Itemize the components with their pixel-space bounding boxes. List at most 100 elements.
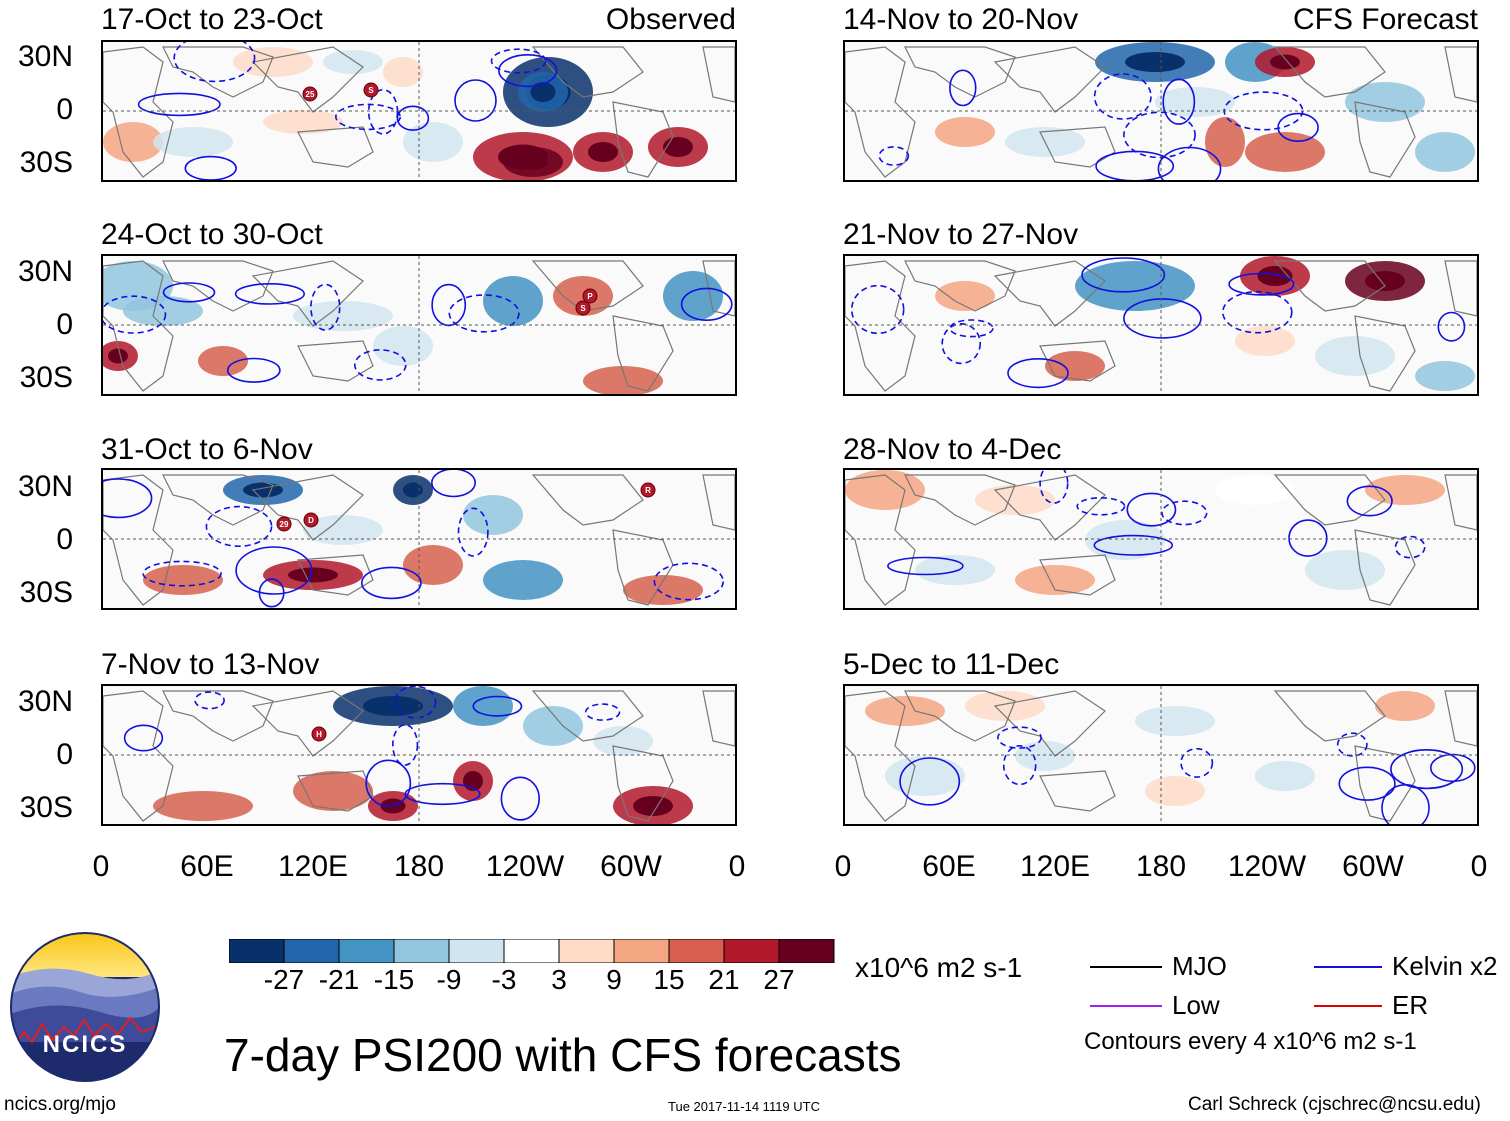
coastline bbox=[1273, 46, 1386, 98]
colorbar-swatch bbox=[229, 939, 285, 963]
psi-anomaly-core bbox=[1270, 54, 1300, 70]
psi-anomaly-shading bbox=[935, 281, 995, 311]
colorbar-tick-label: -9 bbox=[436, 964, 462, 995]
map-panel-6 bbox=[843, 254, 1479, 396]
map-canvas: 29 D R bbox=[103, 470, 735, 608]
storm-marker-label: P bbox=[587, 292, 593, 301]
coastline bbox=[1354, 101, 1416, 178]
footer-url[interactable]: ncics.org/mjo bbox=[4, 1094, 116, 1115]
legend-line-mjo bbox=[1090, 966, 1162, 968]
panel-title-7: 28-Nov to 4-Dec bbox=[843, 433, 1062, 466]
kelvin-contour bbox=[448, 294, 520, 333]
psi-anomaly-shading bbox=[403, 122, 463, 162]
coastline bbox=[1273, 690, 1386, 742]
psi-anomaly-shading bbox=[975, 485, 1055, 515]
kelvin-contour bbox=[258, 578, 285, 608]
lon-label: 60E bbox=[180, 850, 234, 883]
kelvin-contour bbox=[1277, 112, 1319, 142]
psi-anomaly-shading bbox=[373, 326, 433, 366]
colorbar-tick-label: 15 bbox=[653, 964, 685, 995]
psi-anomaly-shading bbox=[885, 756, 965, 796]
colorbar bbox=[229, 939, 835, 963]
kelvin-contour bbox=[360, 566, 422, 600]
psi-anomaly-shading bbox=[453, 686, 513, 726]
kelvin-contour bbox=[1123, 298, 1202, 339]
psi-anomaly-shading bbox=[1145, 776, 1205, 806]
lat-label-30n: 30N bbox=[17, 470, 73, 503]
psi-anomaly-shading bbox=[623, 575, 703, 605]
coastline bbox=[1039, 126, 1116, 168]
storm-marker: S bbox=[575, 300, 591, 316]
ncics-logo: NCICS bbox=[10, 932, 160, 1082]
lat-label-eq: 0 bbox=[56, 738, 73, 771]
psi-anomaly-shading bbox=[1045, 351, 1105, 381]
coastline bbox=[1444, 690, 1477, 747]
map-panel-1: 25 S bbox=[101, 40, 737, 182]
colorbar-swatch bbox=[613, 939, 670, 963]
kelvin-contour bbox=[162, 282, 216, 303]
kelvin-contour bbox=[887, 556, 964, 576]
storm-marker-label: S bbox=[368, 86, 374, 95]
kelvin-contour bbox=[1007, 357, 1069, 389]
coastline bbox=[531, 474, 644, 526]
psi-anomaly-shading bbox=[663, 271, 723, 321]
psi-anomaly-shading bbox=[593, 726, 653, 756]
storm-marker: R bbox=[640, 482, 656, 498]
kelvin-contour bbox=[396, 105, 430, 131]
storm-marker: H bbox=[311, 726, 327, 742]
lat-label-eq: 0 bbox=[56, 93, 73, 126]
kelvin-contour bbox=[335, 103, 402, 131]
coastline bbox=[1444, 474, 1477, 531]
psi-anomaly-shading bbox=[1305, 550, 1385, 590]
kelvin-contour bbox=[235, 546, 313, 595]
coastline bbox=[1354, 529, 1416, 606]
coastline bbox=[904, 260, 1016, 312]
storm-marker-label: H bbox=[316, 730, 322, 739]
contour-note: Contours every 4 x10^6 m2 s-1 bbox=[1084, 1028, 1417, 1055]
kelvin-contour bbox=[680, 287, 733, 322]
kelvin-contour bbox=[1123, 111, 1196, 159]
colorbar-swatch bbox=[723, 939, 780, 963]
kelvin-contour bbox=[103, 295, 167, 334]
lat-label-30n: 30N bbox=[17, 40, 73, 73]
psi-anomaly-core bbox=[1365, 271, 1405, 291]
kelvin-contour bbox=[394, 686, 437, 719]
psi-anomaly-shading bbox=[1365, 475, 1445, 505]
map-canvas: PS bbox=[103, 256, 735, 394]
kelvin-contour bbox=[1221, 290, 1293, 334]
kelvin-contour bbox=[1095, 150, 1175, 180]
psi-anomaly-shading bbox=[403, 545, 463, 585]
coastline bbox=[904, 690, 1016, 742]
map-canvas: H bbox=[103, 686, 735, 824]
lat-label-30s: 30S bbox=[19, 576, 73, 609]
psi-anomaly-core bbox=[588, 142, 618, 162]
storm-marker-label: 29 bbox=[280, 520, 289, 529]
lon-label: 180 bbox=[393, 850, 445, 883]
storm-marker-label: 25 bbox=[306, 90, 315, 99]
psi-anomaly-shading bbox=[383, 57, 423, 87]
kelvin-contour bbox=[850, 284, 905, 335]
colorbar-units: x10^6 m2 s-1 bbox=[855, 952, 1023, 983]
kelvin-contour bbox=[1338, 766, 1396, 801]
psi-anomaly-core bbox=[243, 482, 283, 498]
coastline bbox=[845, 260, 916, 392]
storm-marker: 29 bbox=[276, 516, 292, 532]
lon-label: 120W bbox=[1227, 850, 1307, 883]
colorbar-tick-label: -15 bbox=[373, 964, 415, 995]
kelvin-contour bbox=[472, 695, 523, 717]
coastline bbox=[103, 260, 174, 392]
panel-title-1: 17-Oct to 23-Oct bbox=[101, 3, 323, 36]
psi-anomaly-shading bbox=[1235, 326, 1295, 356]
storm-marker-label: D bbox=[308, 516, 314, 525]
storm-marker: P bbox=[582, 288, 598, 304]
kelvin-contour bbox=[490, 48, 547, 74]
coastline bbox=[297, 554, 374, 596]
psi-anomaly-core bbox=[403, 482, 423, 498]
psi-anomaly-shading bbox=[123, 296, 203, 326]
psi-anomaly-shading bbox=[483, 560, 563, 600]
map-canvas bbox=[845, 42, 1477, 180]
kelvin-contour bbox=[404, 782, 481, 806]
kelvin-contour bbox=[1162, 78, 1196, 125]
psi-anomaly-shading bbox=[1135, 706, 1215, 736]
